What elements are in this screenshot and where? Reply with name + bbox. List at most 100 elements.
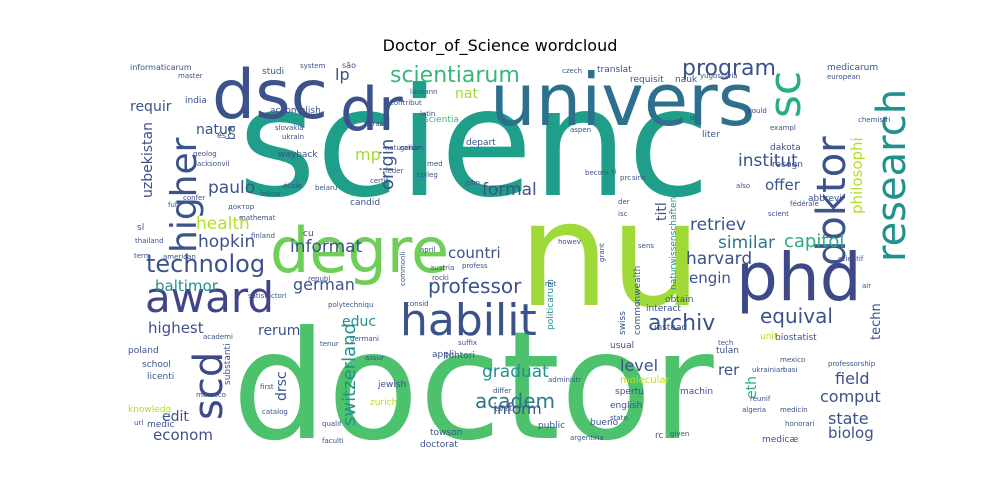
word-mit-191: mit (545, 280, 557, 288)
word-qualif-153: qualif (322, 420, 342, 428)
word-scient-176: scient (768, 210, 789, 218)
word-phd-6: phd (736, 239, 862, 316)
wordcloud-background (130, 60, 890, 440)
word-philosophi-38: philosophi (848, 137, 866, 214)
word-republ-132: republ (308, 275, 330, 283)
word-grant-192: grant (598, 243, 606, 262)
word-rc-161: rc (655, 431, 664, 441)
word-doctor-1: doctor (232, 300, 714, 474)
word-natur-51: natur (196, 122, 234, 138)
word-paulo-33: paulo (208, 178, 255, 198)
word-evalu-160: evalu (495, 405, 514, 413)
word-url-149: url (134, 419, 143, 427)
word-medicin-165: medicin (780, 406, 808, 414)
word-cu-133: cu (303, 229, 314, 239)
word-molecular-74: molecular (620, 375, 671, 386)
word-basi-169: basi (783, 366, 797, 374)
word-depart-87: depart (466, 138, 496, 148)
word-austria-138: austria (430, 264, 454, 272)
word-first-152: first (260, 383, 274, 391)
word-satisfactori-131: satisfactori (248, 292, 287, 300)
word-morocco-150: morocco (196, 391, 226, 399)
word-becom-196: becom (585, 169, 609, 177)
word-aspen-185: aspen (570, 126, 591, 134)
word-graduat-32: graduat (482, 362, 549, 382)
word-suffix-157: suffix (458, 339, 477, 347)
word-contribut-105: contribut (390, 99, 422, 107)
word-econom-43: econom (153, 426, 213, 444)
word-med-124: med (427, 160, 443, 168)
word-requisit-95: requisit (630, 75, 664, 85)
word-rocki-137: rocki (432, 274, 449, 282)
word-der-184: der (618, 198, 630, 206)
word-baltimor-37: baltimor (155, 277, 219, 295)
word-poland-143: poland (128, 346, 159, 356)
word-edit-53: edit (162, 409, 189, 425)
word-naturalium-123: naturalium (385, 144, 423, 152)
word-colleg-188: colleg (417, 171, 438, 179)
word-mexico-170: mexico (780, 356, 805, 364)
word-assur-155: assur (365, 354, 384, 362)
word-scientia-86: scientia (424, 115, 459, 125)
word-scienc-0: scienc (238, 57, 710, 231)
word-latin-104: latin (420, 110, 435, 118)
word-health-26: health (196, 214, 250, 234)
word-translat-96: translat (597, 65, 632, 75)
word-field-41: field (835, 369, 870, 388)
word-technolog-15: technolog (146, 250, 265, 278)
word-higher-13: higher (164, 137, 205, 253)
word-appli-156: appli (432, 350, 454, 360)
word-doctorat-68: doctorat (420, 440, 458, 450)
word-scd-14: scd (186, 352, 232, 420)
word-system-100: system (300, 62, 325, 70)
word-titl-58: titl (654, 202, 670, 221)
word-full-116: full (168, 201, 179, 209)
word-similar-29: similar (718, 233, 775, 253)
word-educ-54: educ (342, 314, 376, 330)
word-towson-67: towson (430, 428, 462, 438)
word-sens-182: sens (638, 242, 654, 250)
word-nat-61: nat (455, 86, 478, 102)
word-confer-115: confer (183, 194, 205, 202)
word-biolog-42: biolog (828, 424, 874, 442)
word-howev-142: howev (558, 238, 581, 246)
word-retriev-30: retriev (690, 215, 746, 235)
word-reunif-167: reunif (750, 395, 771, 403)
word-follow-118: follow (260, 190, 281, 198)
word-school-144: school (142, 360, 171, 370)
word-thailand-127: thailand (135, 237, 164, 245)
word-state-200: state. (610, 414, 630, 422)
word-commonli-141: commonli (399, 252, 407, 286)
word-scientif-175: scientif (838, 255, 864, 263)
word-licenti-145: licenti (147, 372, 174, 382)
chart-title: Doctor_of_Science wordcloud (382, 36, 618, 55)
word-germani-135: germani (350, 335, 379, 343)
word-swiss-81: swiss (618, 311, 628, 335)
word-recogn-90: recogn (772, 160, 803, 170)
word-certif-122: certif (370, 177, 389, 185)
word-archiv-17: archiv (648, 311, 715, 336)
word-level-45: level (620, 356, 658, 375)
word-chemistri-181: chemistri (858, 116, 891, 124)
word-academ-20: academ (475, 389, 555, 413)
word-switzerland-21: switzerland (339, 323, 360, 426)
word-engin-46: engin (689, 269, 731, 287)
word-rer-57: rer (718, 361, 740, 379)
word-isc-183: isc (618, 210, 628, 218)
word-brazil-186: brazil (368, 120, 387, 128)
word-unit-171: unit (760, 332, 778, 342)
word-lausann-103: lausann (410, 88, 437, 96)
word-bueno-70: bueno (590, 418, 619, 428)
word-belaru-120: belaru (315, 184, 337, 192)
word-administr-158: administr (548, 376, 581, 384)
word-feder-198: feder (385, 167, 404, 175)
word-award-8: award (145, 273, 274, 322)
word-knowledg-147: knowledg (128, 405, 171, 415)
word-honorari-164: honorari (785, 420, 814, 428)
word-harvard-28: harvard (686, 249, 752, 269)
word-english-72: english (610, 401, 642, 411)
word-dsc-5: dsc (212, 56, 328, 135)
word-academi-190: academi (203, 333, 233, 341)
word-professor-16: professor (428, 274, 522, 298)
